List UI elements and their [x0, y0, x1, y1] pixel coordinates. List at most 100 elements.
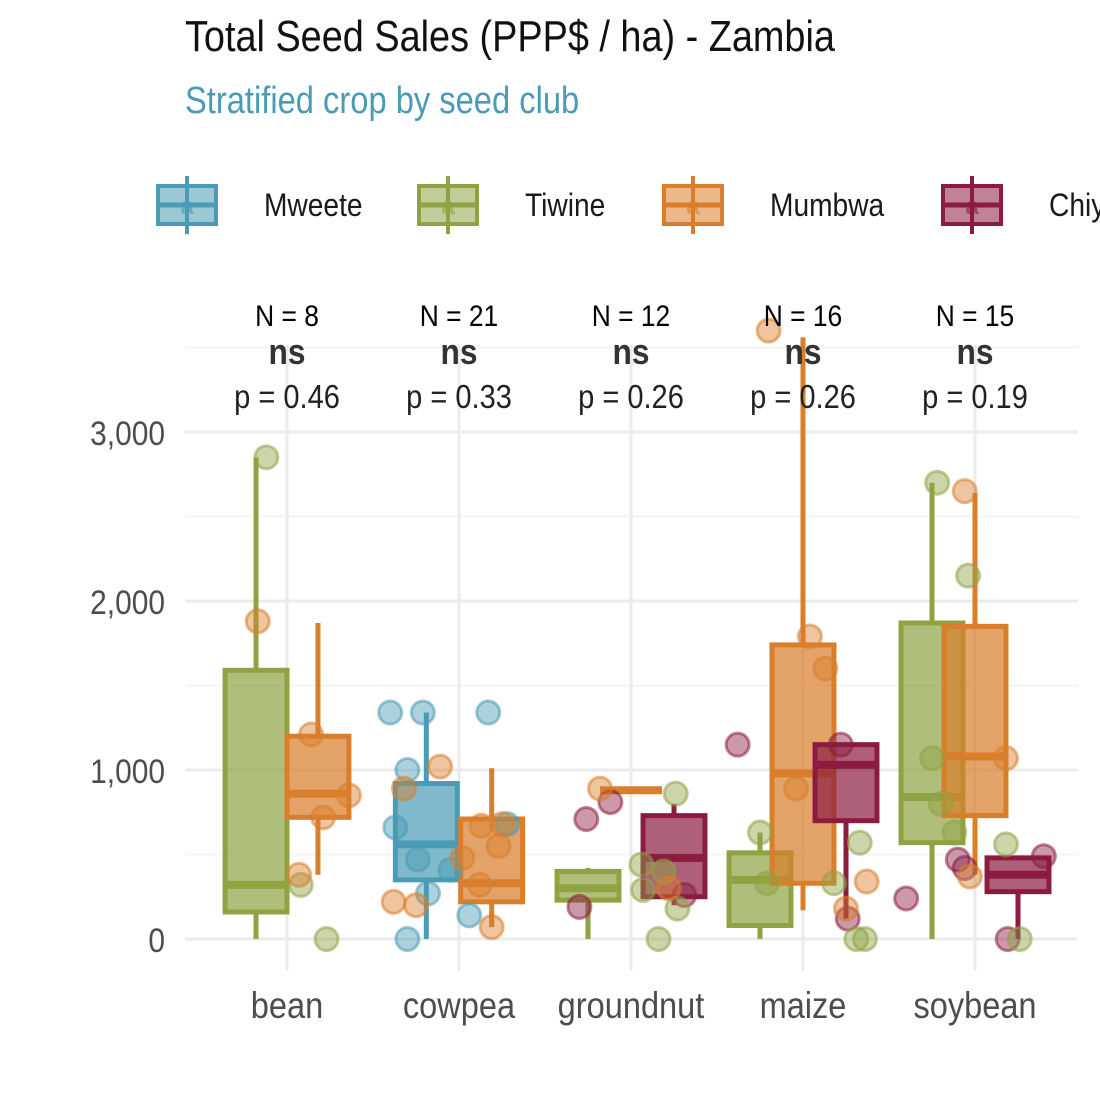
- significance-label: ns: [785, 332, 822, 372]
- box-soybean-mumbwa: [941, 492, 1009, 875]
- box-maize-mumbwa: [769, 337, 837, 911]
- data-point: [468, 812, 495, 839]
- data-point: [992, 831, 1019, 858]
- significance-label: ns: [269, 332, 306, 372]
- data-point: [655, 875, 682, 902]
- box-body: [941, 623, 1009, 819]
- data-point: [956, 863, 983, 890]
- data-point: [851, 926, 878, 952]
- legend-label: Mweete: [264, 188, 363, 223]
- data-point: [853, 868, 880, 895]
- data-point: [394, 926, 421, 952]
- p-value-label: p = 0.46: [234, 378, 340, 415]
- chart-title: Total Seed Sales (PPP$ / ha) - Zambia: [185, 12, 835, 61]
- n-label: N = 15: [936, 298, 1015, 332]
- data-point: [927, 790, 954, 817]
- legend: a Mweete a Tiwine a Mumbwa a Chiy: [156, 176, 1100, 234]
- data-point: [924, 469, 951, 496]
- data-point: [478, 914, 505, 941]
- y-tick-label: 2,000: [90, 583, 165, 621]
- data-point: [456, 902, 483, 929]
- data-point: [955, 562, 982, 589]
- data-point: [409, 699, 436, 726]
- data-point: [298, 721, 325, 748]
- n-label: N = 16: [764, 298, 843, 332]
- data-point: [390, 775, 417, 802]
- data-point: [335, 782, 362, 809]
- box-body: [284, 733, 352, 820]
- legend-item: a Tiwine: [417, 176, 605, 234]
- legend-item: a Chiy: [941, 176, 1100, 234]
- x-tick-label: cowpea: [403, 985, 516, 1026]
- significance-label: ns: [957, 332, 994, 372]
- data-point: [253, 444, 280, 471]
- x-tick-label: bean: [251, 985, 323, 1026]
- data-point: [783, 775, 810, 802]
- legend-glyph: a: [965, 193, 979, 220]
- data-point: [755, 317, 782, 344]
- data-point: [382, 814, 409, 841]
- legend-label: Mumbwa: [770, 188, 884, 223]
- data-point: [489, 811, 515, 838]
- data-point: [724, 731, 751, 758]
- box-soybean-chiyota: [984, 855, 1052, 939]
- data-point: [394, 757, 421, 783]
- data-point: [485, 833, 512, 860]
- data-point: [919, 745, 945, 772]
- data-point: [827, 731, 854, 758]
- y-tick-label: 0: [148, 921, 165, 959]
- data-point: [466, 871, 493, 898]
- legend-glyph: a: [180, 193, 194, 220]
- data-point: [403, 892, 429, 919]
- data-point: [992, 745, 1019, 772]
- box-maize-chiyota: [812, 742, 880, 919]
- data-point: [310, 804, 337, 831]
- n-label: N = 12: [592, 298, 671, 332]
- x-tick-label: groundnut: [558, 985, 705, 1026]
- data-point: [843, 926, 870, 952]
- p-value-label: p = 0.19: [922, 378, 1028, 415]
- data-point: [671, 882, 698, 909]
- data-point: [475, 699, 502, 726]
- n-label: N = 8: [255, 298, 319, 332]
- box-body: [812, 742, 880, 824]
- data-point: [313, 926, 340, 952]
- data-point: [1030, 843, 1057, 870]
- data-point: [812, 655, 839, 682]
- y-tick-label: 3,000: [90, 414, 165, 452]
- n-label: N = 21: [420, 298, 499, 332]
- data-point: [427, 753, 454, 780]
- point-layer: [244, 317, 1057, 952]
- data-point: [628, 851, 655, 878]
- data-point: [587, 775, 614, 802]
- x-tick-label: maize: [760, 985, 847, 1026]
- data-point: [753, 870, 780, 897]
- p-value-label: p = 0.26: [750, 378, 856, 415]
- data-point: [941, 819, 968, 846]
- axis-layer: 0 1,000 2,000 3,000 bean cowpea groundnut maize…: [90, 414, 1036, 1026]
- significance-label: ns: [441, 332, 478, 372]
- data-point: [573, 806, 600, 833]
- box-layer: [222, 337, 1052, 939]
- x-tick-label: soybean: [913, 985, 1036, 1026]
- chart-subtitle: Stratified crop by seed club: [185, 80, 580, 122]
- box-body: [222, 667, 290, 915]
- data-point: [380, 888, 407, 915]
- y-tick-label: 1,000: [90, 752, 165, 790]
- data-point: [833, 895, 859, 922]
- data-point: [893, 885, 920, 912]
- data-point: [449, 844, 476, 871]
- data-point: [820, 870, 847, 897]
- legend-item: a Mweete: [156, 176, 363, 234]
- legend-label: Tiwine: [525, 188, 605, 223]
- data-point: [286, 861, 313, 888]
- data-point: [796, 623, 823, 650]
- p-value-label: p = 0.33: [406, 378, 512, 415]
- p-value-label: p = 0.26: [578, 378, 684, 415]
- legend-item: a Mumbwa: [662, 176, 884, 234]
- data-point: [630, 876, 657, 903]
- legend-glyph: a: [441, 193, 455, 220]
- data-point: [951, 478, 978, 505]
